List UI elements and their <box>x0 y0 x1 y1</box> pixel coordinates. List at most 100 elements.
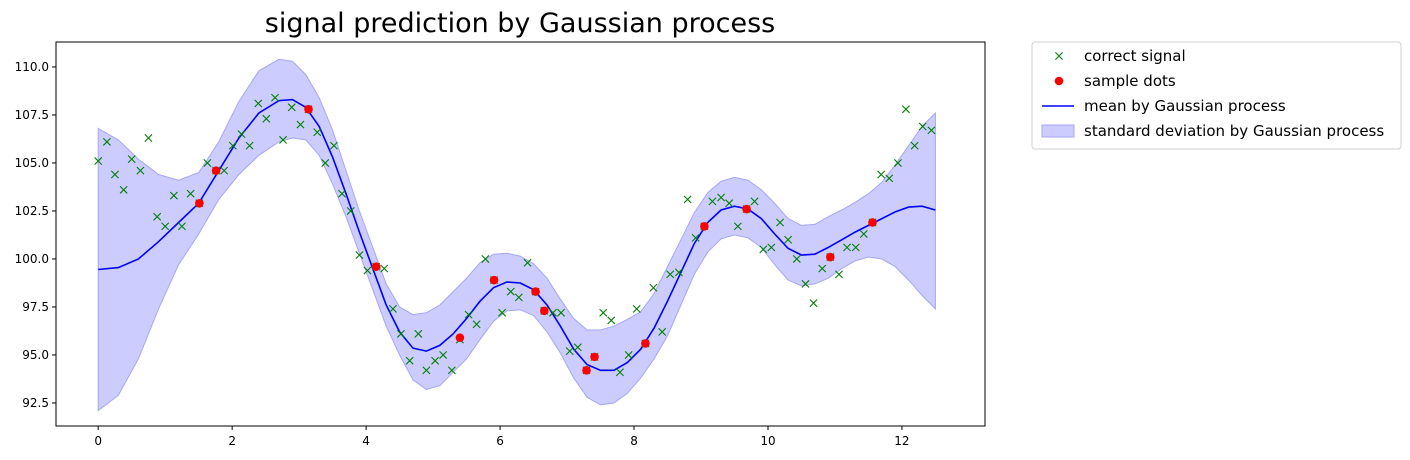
correct-signal-point <box>649 283 658 292</box>
correct-signal-point <box>177 222 186 231</box>
correct-signal-point <box>885 174 894 183</box>
x-tick-label: 12 <box>894 434 909 448</box>
correct-signal-point <box>405 356 414 365</box>
correct-signal-point <box>750 197 759 206</box>
y-tick-label: 92.5 <box>22 396 49 410</box>
y-tick-label: 97.5 <box>22 300 49 314</box>
correct-signal-point <box>329 141 338 150</box>
correct-signal-point <box>481 254 490 263</box>
sample-dot <box>641 339 650 348</box>
sample-dot <box>742 204 751 214</box>
sample-dot <box>195 198 204 208</box>
correct-signal-point <box>615 368 624 377</box>
correct-signal-point <box>380 264 389 273</box>
correct-signal-point <box>237 130 246 139</box>
correct-signal-point <box>94 157 103 166</box>
correct-signal-point <box>893 158 902 167</box>
correct-signal-point <box>338 189 346 198</box>
sample-dot <box>868 218 877 227</box>
correct-signal-point <box>346 206 355 215</box>
plot-area <box>94 58 936 412</box>
correct-signal-point <box>776 218 785 227</box>
correct-signal-point <box>136 166 145 175</box>
correct-signal-point <box>279 135 288 144</box>
correct-signal-point <box>607 316 616 325</box>
correct-signal-point <box>153 212 162 221</box>
sample-dot <box>304 104 313 114</box>
correct-signal-point <box>859 230 868 238</box>
correct-signal-point <box>918 122 927 131</box>
correct-signal-point <box>792 254 801 263</box>
std-deviation-band <box>97 58 936 412</box>
correct-signal-point <box>144 134 153 142</box>
y-tick-label: 107.5 <box>15 108 49 122</box>
correct-signal-point <box>388 304 397 313</box>
correct-signal-point <box>498 308 507 317</box>
correct-signal-point <box>102 137 111 146</box>
correct-signal-point <box>262 114 271 123</box>
legend-label: sample dots <box>1084 72 1176 90</box>
correct-signal-point <box>767 243 776 252</box>
correct-signal-point <box>624 350 633 359</box>
y-tick-label: 105.0 <box>15 156 49 170</box>
sample-dot <box>825 252 835 262</box>
correct-signal-point <box>228 141 237 150</box>
correct-signal-point <box>514 293 523 302</box>
sample-dot <box>489 275 499 285</box>
sample-dot <box>211 166 221 175</box>
sample-dot <box>455 333 465 342</box>
correct-signal-point <box>203 158 212 167</box>
correct-signal-point <box>506 287 515 296</box>
sample-dot <box>539 306 549 316</box>
x-tick-label: 6 <box>496 434 504 448</box>
correct-signal-point <box>708 197 717 206</box>
correct-signal-point <box>464 310 473 319</box>
correct-signal-point <box>548 308 557 317</box>
legend-label: standard deviation by Gaussian process <box>1084 122 1384 140</box>
correct-signal-point <box>186 189 195 198</box>
y-tick-label: 95.0 <box>22 348 49 362</box>
correct-signal-point <box>910 141 919 150</box>
correct-signal-point <box>557 308 566 317</box>
correct-signal-point <box>573 343 582 352</box>
correct-signal-point <box>287 103 296 112</box>
y-tick-label: 110.0 <box>15 60 49 74</box>
sample-dot <box>531 287 540 296</box>
correct-signal-point <box>733 222 742 231</box>
legend-box <box>1031 41 1402 150</box>
plot-frame <box>55 41 986 427</box>
correct-signal-point <box>296 120 305 129</box>
chart-title: signal prediction by Gaussian process <box>265 8 775 39</box>
sample-dot <box>590 352 599 362</box>
correct-signal-point <box>809 299 818 308</box>
y-tick-label: 102.5 <box>15 204 49 218</box>
correct-signal-point <box>901 105 910 114</box>
y-tick-label: 100.0 <box>15 252 49 266</box>
correct-signal-point <box>119 185 128 194</box>
correct-signal-point <box>674 268 683 277</box>
correct-signal-point <box>271 93 280 102</box>
correct-signal-point <box>851 243 860 252</box>
x-tick-label: 10 <box>760 434 775 448</box>
legend-label: mean by Gaussian process <box>1084 97 1286 115</box>
x-tick-label: 4 <box>362 434 370 448</box>
correct-signal-point <box>834 270 843 279</box>
correct-signal-point <box>599 308 608 317</box>
correct-signal-point <box>422 366 431 375</box>
correct-signal-point <box>658 327 667 336</box>
correct-signal-point <box>220 166 229 175</box>
correct-signal-point <box>691 233 700 242</box>
legend-marker-correct-signal <box>1055 52 1063 60</box>
correct-signal-point <box>632 304 641 313</box>
x-tick-label: 0 <box>94 434 102 448</box>
correct-signal-point <box>683 195 692 204</box>
correct-signal-point <box>396 329 405 338</box>
correct-signal-point <box>666 270 675 279</box>
correct-signal-point <box>169 191 178 200</box>
legend: correct signal sample dots mean by Gaussia… <box>1031 41 1402 150</box>
correct-signal-point <box>313 128 322 137</box>
legend-marker-band <box>1041 124 1075 138</box>
correct-signal-point <box>801 279 810 288</box>
correct-signal-point <box>759 245 768 254</box>
